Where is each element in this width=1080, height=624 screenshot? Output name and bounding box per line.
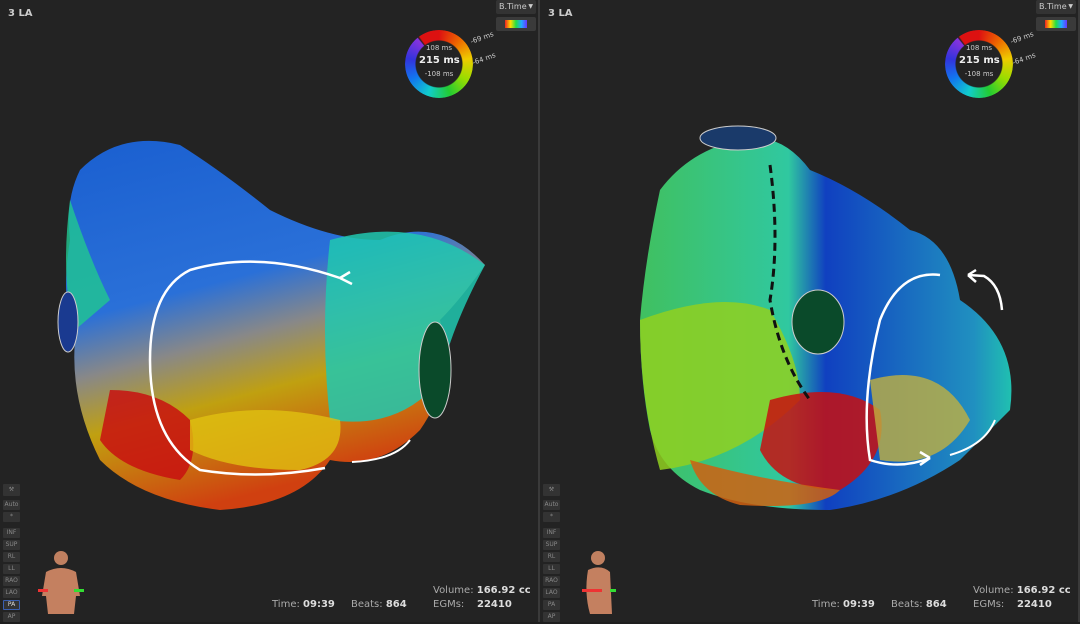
egms-readout: EGMs: 22410	[973, 599, 1052, 610]
view-button-inf[interactable]: INF	[3, 528, 20, 538]
legend-upper: 108 ms	[965, 44, 993, 52]
view-button-auto[interactable]: Auto	[543, 500, 560, 510]
legend-center: 215 ms	[419, 55, 460, 66]
view-button-pa[interactable]: PA	[543, 600, 560, 610]
color-lut-icon	[1045, 20, 1067, 28]
atrial-map[interactable]	[540, 0, 1080, 622]
map-title: 3 LA	[8, 8, 33, 19]
view-button-lao[interactable]: LAO	[3, 588, 20, 598]
view-button-ll[interactable]: LL	[3, 564, 20, 574]
time-readout: Time: 09:39	[812, 599, 875, 610]
map-type-dropdown[interactable]: B.Time ▼	[1036, 0, 1076, 14]
view-button-inf[interactable]: INF	[543, 528, 560, 538]
view-toolbar: ⚒ Auto * INF SUP RL LL RAO LAO PA AP	[3, 484, 20, 624]
hammer-icon[interactable]: ⚒	[3, 484, 20, 496]
time-readout: Time: 09:39	[272, 599, 335, 610]
beats-readout: Beats: 864	[891, 599, 947, 610]
hammer-icon[interactable]: ⚒	[543, 484, 560, 496]
map-title: 3 LA	[548, 8, 573, 19]
view-button-star[interactable]: *	[543, 512, 560, 522]
map-type-dropdown[interactable]: B.Time ▼	[496, 0, 536, 14]
view-button-rl[interactable]: RL	[3, 552, 20, 562]
map-type-label: B.Time	[1039, 2, 1067, 11]
legend-upper: 108 ms	[425, 44, 453, 52]
color-lut-button[interactable]	[1036, 17, 1076, 31]
chevron-down-icon: ▼	[1068, 3, 1073, 10]
volume-readout: Volume: 166.92 cc	[433, 585, 531, 596]
color-lut-icon	[505, 20, 527, 28]
view-button-lao[interactable]: LAO	[543, 588, 560, 598]
legend-ring-icon	[405, 30, 473, 98]
legend-lower: -108 ms	[964, 70, 994, 78]
map-panel-left[interactable]: 3 LA B.Time ▼ 108 ms 215 ms -108 ms -69 m…	[0, 0, 540, 622]
legend-lower: -108 ms	[424, 70, 454, 78]
view-button-ap[interactable]: AP	[543, 612, 560, 622]
beats-readout: Beats: 864	[351, 599, 407, 610]
map-type-label: B.Time	[499, 2, 527, 11]
view-button-pa[interactable]: PA	[3, 600, 20, 610]
view-toolbar: ⚒ Auto * INF SUP RL LL RAO LAO PA AP	[543, 484, 560, 624]
view-button-rl[interactable]: RL	[543, 552, 560, 562]
map-panel-right[interactable]: 3 LA B.Time ▼ 108 ms 215 ms -108 ms -69 m…	[540, 0, 1080, 622]
view-button-rao[interactable]: RAO	[3, 576, 20, 586]
volume-readout: Volume: 166.92 cc	[973, 585, 1071, 596]
view-button-star[interactable]: *	[3, 512, 20, 522]
view-button-ll[interactable]: LL	[543, 564, 560, 574]
view-button-rao[interactable]: RAO	[543, 576, 560, 586]
view-button-auto[interactable]: Auto	[3, 500, 20, 510]
view-button-ap[interactable]: AP	[3, 612, 20, 622]
atrial-map[interactable]	[0, 0, 540, 622]
chevron-down-icon: ▼	[528, 3, 533, 10]
view-button-sup[interactable]: SUP	[543, 540, 560, 550]
egms-readout: EGMs: 22410	[433, 599, 512, 610]
view-button-sup[interactable]: SUP	[3, 540, 20, 550]
color-lut-button[interactable]	[496, 17, 536, 31]
legend-ring-icon	[945, 30, 1013, 98]
legend-center: 215 ms	[959, 55, 1000, 66]
torso-orientation-icon[interactable]	[36, 548, 86, 616]
torso-orientation-icon[interactable]	[576, 548, 626, 616]
